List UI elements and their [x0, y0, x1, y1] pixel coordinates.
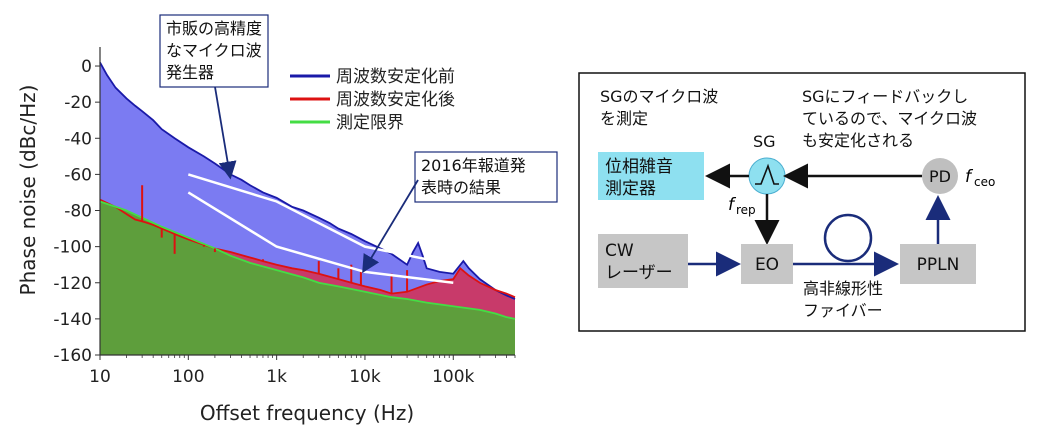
eo-label: EO [755, 255, 779, 275]
ppln-box [900, 244, 976, 284]
y-tick-label-3: -60 [64, 165, 92, 185]
y-tick-label-1: -20 [64, 93, 92, 113]
pd-label: PD [929, 167, 951, 186]
x-axis-label: Offset frequency (Hz) [200, 401, 414, 425]
legend-label-0: 周波数安定化前 [336, 67, 455, 87]
feedback-text-line2: ているので、マイクロ波 [802, 109, 977, 128]
cw-laser-line1: CW [605, 241, 634, 261]
annotation-0-line-0: 市販の高精度 [166, 19, 262, 38]
sg-waveform-icon [755, 163, 779, 185]
annotation-box-0 [159, 14, 269, 88]
y-tick-label-6: -120 [53, 274, 92, 294]
annotation-1-line-1: 表時の結果 [421, 178, 501, 197]
guide-lines-group [187, 173, 454, 284]
y-axis-label: Phase noise (dBc/Hz) [16, 85, 40, 296]
y-tick-label-4: -80 [64, 202, 92, 222]
legend-label-1: 周波数安定化後 [336, 90, 455, 110]
x-tick-label-1: 100 [172, 367, 204, 387]
x-tick-label-4: 100k [432, 367, 474, 387]
annotation-1-line-0: 2016年報道発 [421, 156, 526, 175]
series-line-2 [99, 200, 516, 320]
annotation-0-line-1: なマイクロ波 [166, 41, 262, 60]
eo-box [741, 244, 793, 284]
plot-area-group [99, 61, 516, 355]
frep-label-f: f [728, 195, 737, 215]
sg-circle [748, 157, 786, 195]
legend-label-2: 測定限界 [336, 113, 404, 133]
fiber-text-line1: 高非線形性 [803, 279, 883, 298]
x-tick-label-3: 10k [349, 367, 381, 387]
cw-laser-line2: レーザー [605, 263, 673, 283]
ppln-label: PPLN [917, 255, 960, 275]
x-tick-label-0: 10 [89, 367, 111, 387]
y-tick-label-0: 0 [81, 57, 92, 77]
fiber-text-line2: ファイバー [803, 301, 883, 320]
y-tick-label-2: -40 [64, 129, 92, 149]
phase-noise-analyzer-line1: 位相雑音 [605, 157, 673, 177]
guide-line-0 [187, 173, 454, 266]
y-tick-label-7: -140 [53, 310, 92, 330]
series-line-0 [99, 61, 516, 300]
system-diagram: SGのマイクロ波 を測定 SGにフィードバックし ているので、マイクロ波 も安定… [578, 72, 1026, 332]
annotation-arrow-0 [214, 86, 237, 180]
feedback-text-line3: も安定化される [802, 131, 914, 150]
pd-circle [922, 158, 958, 194]
cw-laser-box [598, 234, 688, 288]
fiber-loop-icon [823, 213, 873, 263]
sg-measure-text-line2: を測定 [600, 109, 648, 128]
sg-measure-text-line1: SGのマイクロ波 [600, 87, 718, 106]
phase-noise-analyzer-box [598, 152, 704, 200]
series-line-1 [99, 198, 516, 299]
phase-noise-analyzer-line2: 測定器 [605, 179, 656, 199]
y-tick-label-8: -160 [53, 346, 92, 366]
sg-label: SG [753, 132, 776, 151]
annotation-0-line-2: 発生器 [166, 63, 214, 82]
x-tick-label-2: 1k [266, 367, 287, 387]
series-area-2 [100, 201, 515, 355]
feedback-text-line1: SGにフィードバックし [802, 87, 968, 106]
annotation-box-1 [414, 151, 558, 203]
y-tick-label-5: -100 [53, 238, 92, 258]
fceo-label-f: f [965, 167, 974, 187]
frep-label-sub: rep [736, 203, 756, 217]
annotation-arrow-1 [362, 179, 419, 274]
guide-line-1 [187, 191, 454, 284]
fceo-label-sub: ceo [974, 175, 995, 189]
